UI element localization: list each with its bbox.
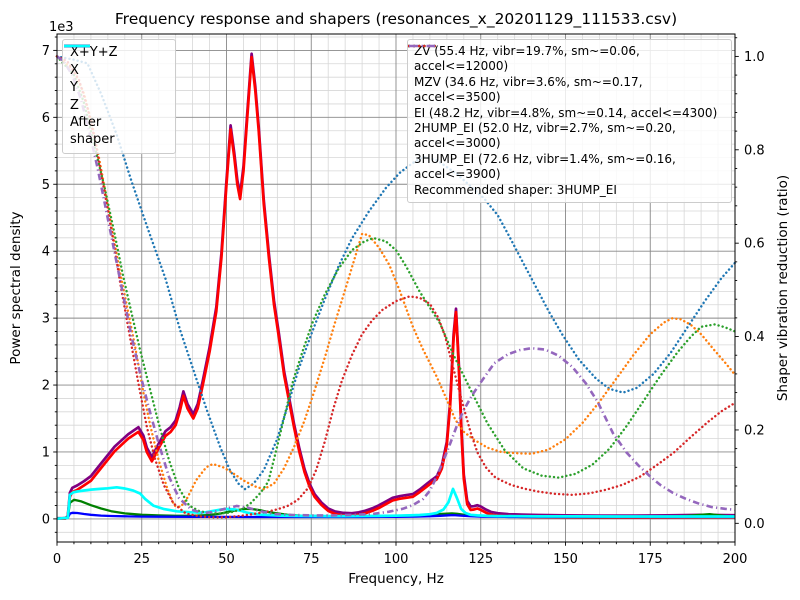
legend-item-label: After shaper: [70, 115, 115, 147]
series-line-x: [57, 55, 735, 520]
axis-ticks: [53, 36, 739, 546]
legend-item-label: Z: [70, 97, 79, 113]
y-left-tick-label: 7: [42, 44, 50, 59]
y-right-tick-label: 1.0: [744, 50, 765, 65]
legend-item-label: Y: [70, 80, 78, 96]
x-tick-label: 50: [218, 552, 235, 567]
y-right-tick-label: 0.2: [744, 423, 765, 438]
legend-item: After shaper: [64, 44, 169, 148]
legend-item: X: [64, 44, 169, 81]
y-left-tick-label: 5: [42, 178, 50, 193]
legend-item-label: MZV (34.6 Hz, vibr=3.6%, sm~=0.17, accel…: [414, 74, 643, 105]
series-line-mzv: [55, 55, 737, 509]
y-axis-offset-text: 1e3: [49, 20, 74, 35]
legend-item-label: 2HUMP_EI (52.0 Hz, vibr=2.7%, sm~=0.20, …: [414, 121, 676, 151]
series-line-zv: [55, 55, 737, 491]
x-tick-label: 150: [553, 552, 578, 567]
legend-swatch-line: [64, 44, 90, 48]
series-line-after-shaper: [56, 485, 735, 521]
legend-item: Recommended shaper: 3HUMP_EI: [414, 182, 725, 198]
series-line-ei: [55, 55, 737, 515]
legend-item: MZV (34.6 Hz, vibr=3.6%, sm~=0.17, accel…: [408, 44, 725, 106]
x-tick-label: 0: [53, 552, 61, 567]
y-left-tick-label: 4: [42, 245, 50, 260]
chart-title: Frequency response and shapers (resonanc…: [114, 10, 678, 28]
x-tick-label: 75: [303, 552, 320, 567]
psd-series: [56, 52, 736, 521]
legend-item: EI (48.2 Hz, vibr=4.8%, sm~=0.14, accel<…: [408, 44, 725, 121]
series-line-2hump-ei: [55, 55, 737, 519]
y-left-tick-label: 0: [42, 512, 50, 527]
y-left-tick-label: 1: [42, 445, 50, 460]
legend-shapers: ZV (55.4 Hz, vibr=19.7%, sm~=0.06, accel…: [407, 39, 732, 204]
series-line-3hump-ei: [56, 55, 736, 517]
y-left-tick-label: 2: [42, 379, 50, 394]
legend-item-label: 3HUMP_EI (72.6 Hz, vibr=1.4%, sm~=0.16, …: [414, 151, 676, 182]
y-left-tick-label: 3: [42, 312, 50, 327]
legend-item: ZV (55.4 Hz, vibr=19.7%, sm~=0.06, accel…: [408, 44, 725, 75]
legend-item: 2HUMP_EI (52.0 Hz, vibr=2.7%, sm~=0.20, …: [408, 44, 725, 152]
y-right-tick-label: 0.0: [744, 517, 765, 532]
y-right-tick-label: 0.8: [744, 143, 765, 158]
legend-item-label: ZV (55.4 Hz, vibr=19.7%, sm~=0.06, accel…: [414, 44, 640, 74]
legend-item: 3HUMP_EI (72.6 Hz, vibr=1.4%, sm~=0.16, …: [409, 44, 725, 183]
x-axis-label: Frequency, Hz: [348, 571, 444, 587]
legend-psd-series: X+Y+Z X Y Z After shaper: [62, 39, 176, 155]
x-tick-label: 200: [723, 552, 748, 567]
legend-item-label: EI (48.2 Hz, vibr=4.8%, sm~=0.14, accel<…: [414, 105, 718, 120]
y-axis-label-left: Power spectral density: [8, 211, 24, 365]
y-right-tick-label: 0.6: [744, 237, 765, 252]
y-left-tick-label: 6: [42, 111, 50, 126]
x-tick-label: 125: [468, 552, 493, 567]
legend-item-label: Recommended shaper: 3HUMP_EI: [414, 182, 617, 197]
axis-tick-labels: 0 25 50 75 100 125 150 175 200 0 1 2 3 4 5 6 7 0.0 0.2 0.4 0…: [42, 44, 765, 567]
shaper-series: [55, 55, 737, 519]
legend-item-label: X: [70, 62, 79, 78]
legend-item: Y: [64, 44, 169, 98]
x-tick-label: 175: [638, 552, 663, 567]
y-right-tick-label: 0.4: [744, 330, 765, 345]
legend-item: Z: [64, 44, 169, 116]
legend-item-label: X+Y+Z: [70, 45, 118, 61]
legend-swatch-line: [409, 44, 435, 48]
x-tick-label: 25: [133, 552, 150, 567]
y-axis-label-right: Shaper vibration reduction (ratio): [775, 174, 791, 402]
legend-swatch-empty: [408, 40, 436, 52]
x-tick-label: 100: [384, 552, 409, 567]
